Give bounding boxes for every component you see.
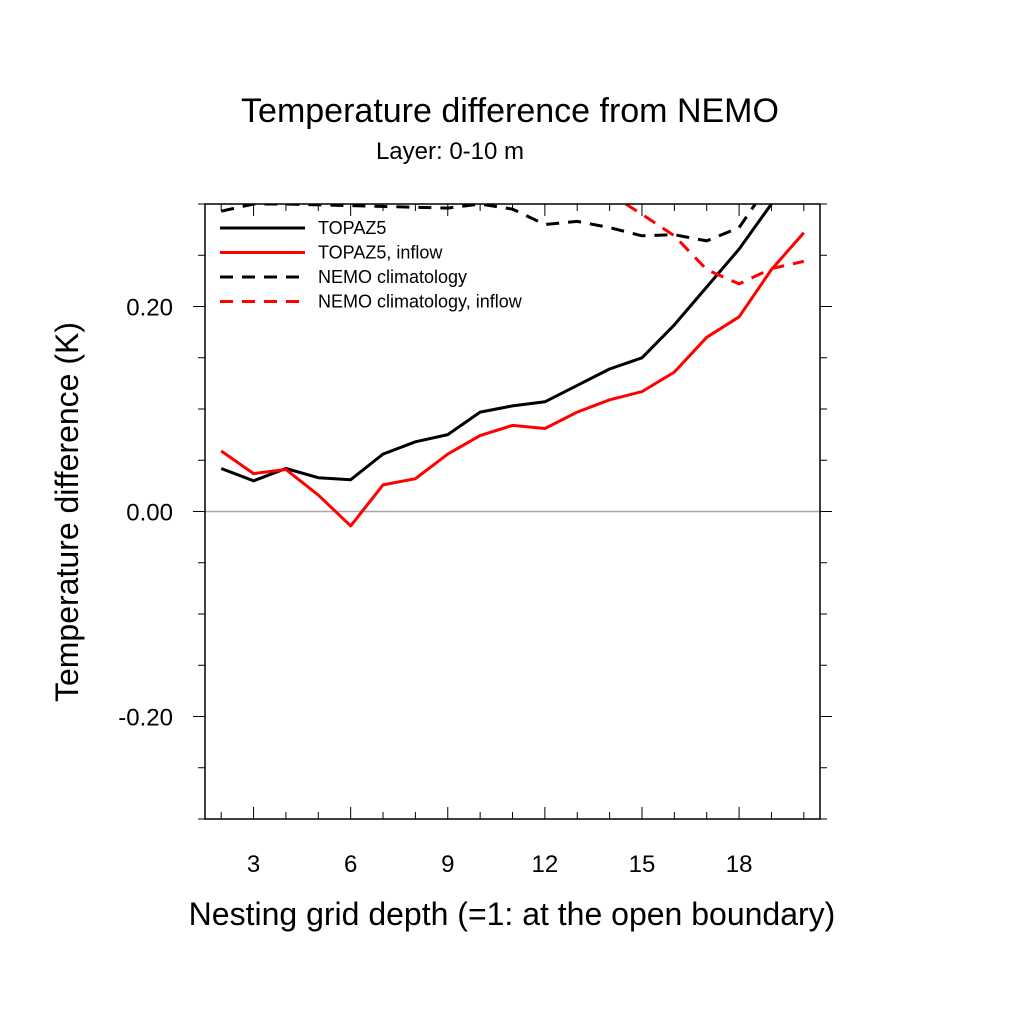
series-line-4	[624, 204, 805, 286]
chart-title: Temperature difference from NEMO	[241, 92, 779, 130]
chart-subtitle: Layer: 0-10 m	[376, 138, 524, 165]
series-line-1	[220, 204, 773, 483]
series-line-3	[220, 204, 757, 243]
x-tick-label: 9	[441, 851, 454, 878]
x-tick-label: 6	[344, 851, 357, 878]
y-tick-label: 0.20	[126, 295, 173, 322]
y-tick-label: -0.20	[118, 705, 173, 732]
legend-label-3: NEMO climatology	[318, 267, 467, 287]
x-tick-label: 15	[629, 851, 656, 878]
y-axis-label: Temperature difference (K)	[49, 322, 85, 702]
x-tick-label: 18	[726, 851, 753, 878]
series-line-2	[220, 231, 805, 528]
legend-label-2: TOPAZ5, inflow	[318, 243, 443, 263]
x-axis-label: Nesting grid depth (=1: at the open boun…	[189, 896, 836, 932]
x-tick-label: 12	[532, 851, 559, 878]
legend-label-1: TOPAZ5	[318, 218, 386, 238]
plot-area: 3 6 9 12 15 18 -0.20 0.00 0.20 TOPAZ5 TOPAZ5, infl…	[118, 203, 832, 878]
legend-label-4: NEMO climatology, inflow	[318, 292, 523, 312]
x-tick-label: 3	[247, 851, 260, 878]
y-tick-label: 0.00	[126, 500, 173, 527]
plot-frame	[204, 203, 821, 820]
